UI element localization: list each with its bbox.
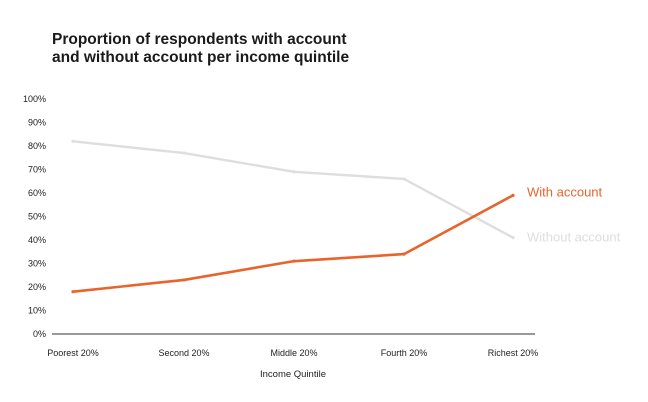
data-point-with-account	[292, 259, 296, 263]
data-point-with-account	[511, 193, 515, 197]
x-tick-label: Poorest 20%	[47, 348, 99, 358]
y-tick-label: 20%	[28, 282, 46, 292]
data-point-without-account	[182, 151, 186, 155]
data-point-with-account	[402, 252, 406, 256]
data-point-without-account	[292, 170, 296, 174]
series-layer: Without account With account	[71, 139, 621, 294]
series-label-without-account: Without account	[527, 230, 621, 245]
x-tick-label: Fourth 20%	[381, 348, 428, 358]
y-tick-label: 0%	[33, 329, 46, 339]
y-tick-label: 60%	[28, 188, 46, 198]
y-tick-label: 80%	[28, 141, 46, 151]
x-axis-title: Income Quintile	[260, 369, 326, 380]
data-point-without-account	[511, 236, 515, 240]
x-tick-label: Middle 20%	[270, 348, 317, 358]
y-tick-label: 70%	[28, 165, 46, 175]
series-line-without-account	[71, 140, 515, 239]
series-label-with-account: With account	[527, 184, 603, 199]
data-point-without-account	[402, 177, 406, 181]
x-tick-label: Richest 20%	[488, 348, 539, 358]
x-tick-label: Second 20%	[158, 348, 209, 358]
y-tick-label: 10%	[28, 306, 46, 316]
data-point-with-account	[182, 278, 186, 282]
y-tick-label: 100%	[23, 94, 46, 104]
y-tick-label: 50%	[28, 212, 46, 222]
x-axis-ticks: Poorest 20% Second 20% Middle 20% Fourth 20…	[47, 348, 538, 358]
y-tick-label: 90%	[28, 118, 46, 128]
data-point-with-account	[71, 290, 75, 294]
chart-title-line-1: Proportion of respondents with account	[52, 31, 347, 48]
data-point-without-account	[71, 139, 75, 143]
series-line-with-account	[71, 194, 515, 294]
chart-title-line-2: and without account per income quintile	[52, 49, 349, 66]
y-axis-ticks: 0% 10% 20% 30% 40% 50% 60% 70% 80% 90% 100%	[23, 94, 46, 339]
y-tick-label: 40%	[28, 235, 46, 245]
y-tick-label: 30%	[28, 259, 46, 269]
